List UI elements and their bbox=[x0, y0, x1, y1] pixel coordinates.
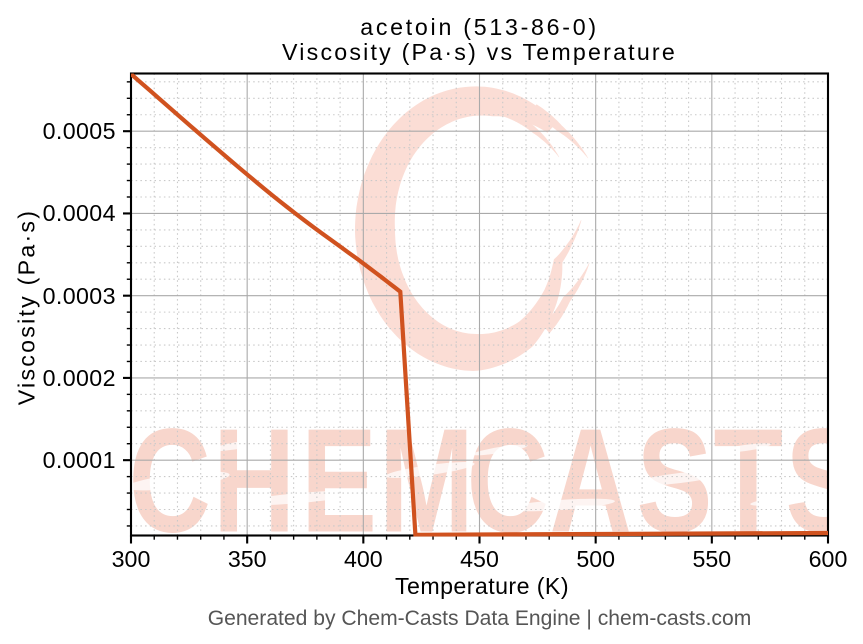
svg-text:CHEMCASTS: CHEMCASTS bbox=[129, 397, 862, 563]
